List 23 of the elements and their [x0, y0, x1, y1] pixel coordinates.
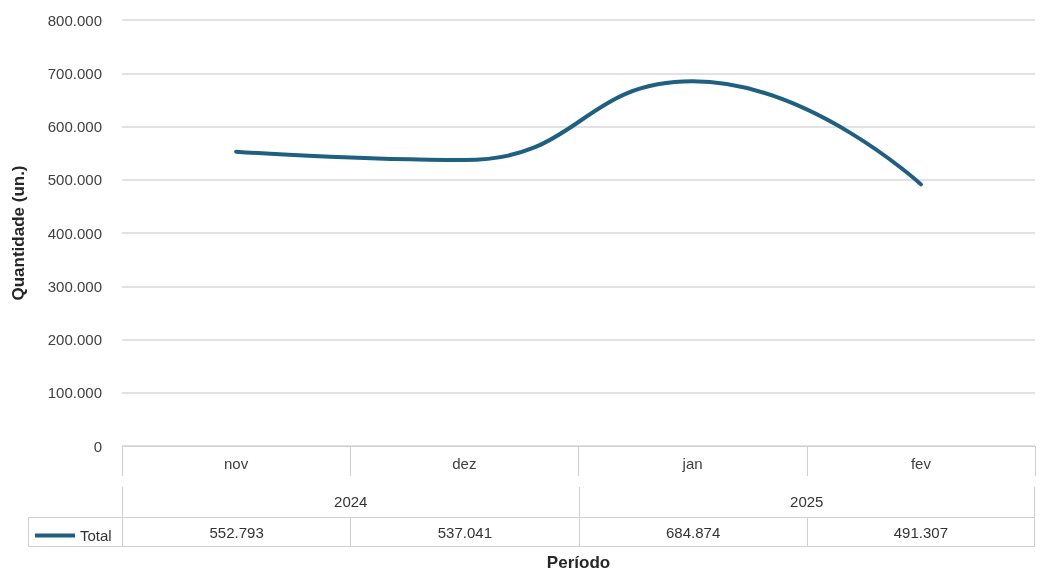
y-tick-label: 0: [93, 437, 102, 455]
y-tick-label: 800.000: [47, 11, 102, 29]
x-axis-title: Período: [546, 553, 611, 572]
x-tick-label: jan: [681, 455, 703, 472]
y-tick-label: 100.000: [47, 384, 102, 402]
y-tick-label: 700.000: [47, 64, 102, 82]
y-tick-label: 400.000: [47, 224, 102, 242]
y-tick-label: 200.000: [47, 331, 102, 348]
y-tick-label: 600.000: [47, 118, 102, 135]
legend-label: Total: [80, 527, 112, 544]
x-tick-label: fev: [910, 455, 932, 472]
x-tick-label: nov: [224, 455, 249, 472]
data-label: 491.307: [806, 517, 1035, 547]
x-tick-label: dez: [452, 455, 477, 472]
data-label: 552.793: [122, 517, 351, 547]
data-label: 537.041: [350, 517, 579, 547]
y-axis-title: Quantidade (un.): [9, 165, 28, 301]
line-series: [234, 79, 923, 187]
y-tick-label: 300.000: [47, 277, 102, 295]
text: 2024: [122, 487, 579, 517]
y-tick-label: 500.000: [47, 171, 102, 189]
text: 2025: [578, 487, 1035, 517]
data-label: 684.874: [578, 517, 807, 547]
